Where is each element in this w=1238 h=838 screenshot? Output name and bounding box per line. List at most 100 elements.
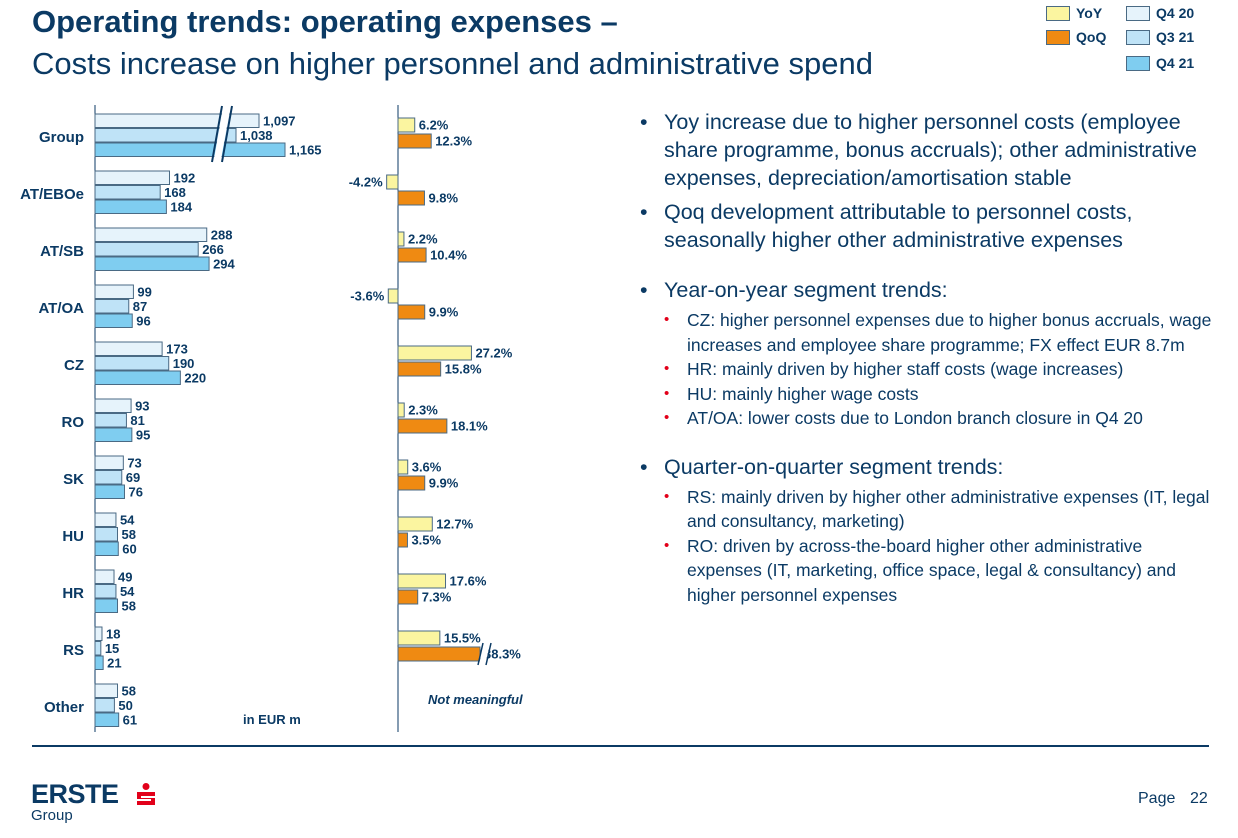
bar-q3-21-hu bbox=[94, 527, 119, 542]
legend-label-q4-21: Q4 21 bbox=[1156, 55, 1195, 71]
bullet-item: Quarter-on-quarter segment trends: bbox=[640, 453, 1220, 481]
category-label-at-eboe: AT/EBOe bbox=[20, 186, 84, 203]
category-label-hu: HU bbox=[62, 528, 84, 545]
value-label-q3-21-group: 1,038 bbox=[240, 128, 273, 143]
logo-subtext: Group bbox=[31, 807, 73, 824]
change-label-yoy-cz: 27.2% bbox=[475, 346, 512, 361]
bar-q4-21-at-oa bbox=[94, 313, 133, 328]
bar-q4-20-other bbox=[94, 683, 119, 698]
legend-yoy: YoY bbox=[1046, 4, 1102, 22]
value-label-q3-21-at-oa: 87 bbox=[133, 299, 147, 314]
bar-q3-21-group bbox=[94, 128, 237, 143]
change-bar-yoy-at-sb bbox=[397, 231, 405, 247]
change-bar-qoq-cz bbox=[397, 361, 442, 377]
change-label-yoy-at-oa: -3.6% bbox=[350, 289, 384, 304]
bullet-item: Yoy increase due to higher personnel cos… bbox=[640, 108, 1220, 192]
change-bar-qoq-group bbox=[397, 133, 432, 149]
erste-logo: ERSTE Group bbox=[31, 780, 155, 824]
value-label-q4-20-hr: 49 bbox=[118, 570, 132, 585]
change-label-qoq-group: 12.3% bbox=[435, 134, 472, 149]
value-label-q4-21-hr: 58 bbox=[122, 599, 136, 614]
legend-swatch-q3-21 bbox=[1126, 29, 1150, 45]
change-bar-qoq-sk bbox=[397, 475, 426, 491]
change-label-yoy-ro: 2.3% bbox=[408, 403, 438, 418]
change-label-yoy-hu: 12.7% bbox=[436, 517, 473, 532]
axis-break-group bbox=[211, 105, 233, 163]
value-label-q4-21-cz: 220 bbox=[184, 371, 206, 386]
bar-q4-21-rs bbox=[94, 655, 104, 670]
legend-label-qoq: QoQ bbox=[1076, 29, 1107, 45]
bar-q3-21-rs bbox=[94, 641, 102, 656]
unit-note: in EUR m bbox=[243, 712, 301, 727]
value-label-q4-20-at-oa: 99 bbox=[137, 285, 151, 300]
value-label-q4-20-hu: 54 bbox=[120, 513, 135, 528]
category-label-rs: RS bbox=[63, 642, 84, 659]
legend-swatch-q4-21 bbox=[1126, 55, 1150, 71]
legend-q4-21: Q4 21 bbox=[1126, 54, 1194, 72]
change-bar-qoq-ro bbox=[397, 418, 448, 434]
bar-q4-21-at-eboe bbox=[94, 199, 167, 214]
bar-q4-21-sk bbox=[94, 484, 125, 499]
value-label-q4-21-sk: 76 bbox=[128, 485, 142, 500]
category-label-hr: HR bbox=[62, 585, 84, 602]
change-label-qoq-sk: 9.9% bbox=[429, 476, 459, 491]
change-bar-yoy-at-eboe bbox=[386, 174, 399, 190]
bar-q4-21-other bbox=[94, 712, 120, 727]
value-label-q3-21-hu: 58 bbox=[122, 527, 136, 542]
value-label-q3-21-sk: 69 bbox=[126, 470, 140, 485]
value-label-q4-21-rs: 21 bbox=[107, 656, 121, 671]
sub-bullet-item: CZ: higher personnel expenses due to hig… bbox=[640, 308, 1220, 357]
bar-q4-20-hu bbox=[94, 512, 117, 527]
bullet-list: Yoy increase due to higher personnel cos… bbox=[640, 108, 1220, 607]
category-label-sk: SK bbox=[63, 471, 84, 488]
bar-q4-20-cz bbox=[94, 341, 163, 356]
bar-q4-21-group bbox=[94, 142, 286, 157]
category-label-at-oa: AT/OA bbox=[38, 300, 84, 317]
sub-bullet-item: RS: mainly driven by higher other admini… bbox=[640, 485, 1220, 534]
axis-break-rs bbox=[477, 642, 492, 666]
page-label: Page bbox=[1138, 790, 1176, 807]
change-bar-qoq-hu bbox=[397, 532, 408, 548]
legend-label-q4-20: Q4 20 bbox=[1156, 5, 1195, 21]
bar-q3-21-other bbox=[94, 698, 115, 713]
bar-q4-21-cz bbox=[94, 370, 181, 385]
change-label-yoy-rs: 15.5% bbox=[444, 631, 481, 646]
legend-q3-21: Q3 21 bbox=[1126, 28, 1194, 46]
legend-swatch-q4-20 bbox=[1126, 5, 1150, 21]
bar-q3-21-at-oa bbox=[94, 299, 130, 314]
change-bar-yoy-hr bbox=[397, 573, 447, 589]
change-bar-qoq-at-eboe bbox=[397, 190, 425, 206]
page-number: 22 bbox=[1190, 790, 1208, 807]
value-label-q4-20-at-sb: 288 bbox=[211, 228, 233, 243]
sparkasse-s-icon bbox=[137, 783, 155, 805]
value-label-q3-21-rs: 15 bbox=[105, 641, 119, 656]
category-label-other: Other bbox=[44, 699, 84, 716]
change-label-qoq-at-eboe: 9.8% bbox=[428, 191, 458, 206]
value-label-q3-21-hr: 54 bbox=[120, 584, 135, 599]
value-label-q3-21-ro: 81 bbox=[130, 413, 144, 428]
sub-bullet-item: HU: mainly higher wage costs bbox=[640, 382, 1220, 407]
value-label-q3-21-at-eboe: 168 bbox=[164, 185, 186, 200]
legend-qoq: QoQ bbox=[1046, 28, 1106, 46]
change-bar-yoy-cz bbox=[397, 345, 472, 361]
bar-q4-20-sk bbox=[94, 455, 124, 470]
footer-divider bbox=[32, 745, 1209, 747]
bar-q4-20-at-eboe bbox=[94, 170, 170, 185]
change-label-qoq-rs: 38.3% bbox=[484, 647, 521, 662]
bullet-item: Qoq development attributable to personne… bbox=[640, 198, 1220, 254]
legend-q4-20: Q4 20 bbox=[1126, 4, 1194, 22]
bar-q4-20-ro bbox=[94, 398, 132, 413]
bar-q3-21-ro bbox=[94, 413, 127, 428]
bar-q4-21-hu bbox=[94, 541, 119, 556]
change-bar-yoy-sk bbox=[397, 459, 409, 475]
value-label-q3-21-cz: 190 bbox=[173, 356, 195, 371]
bar-q3-21-at-sb bbox=[94, 242, 199, 257]
change-label-qoq-at-oa: 9.9% bbox=[429, 305, 459, 320]
value-label-q4-20-ro: 93 bbox=[135, 399, 149, 414]
value-label-q4-21-other: 61 bbox=[123, 713, 137, 728]
change-label-yoy-at-eboe: -4.2% bbox=[349, 175, 383, 190]
change-label-qoq-cz: 15.8% bbox=[445, 362, 482, 377]
value-label-q4-21-ro: 95 bbox=[136, 428, 150, 443]
bar-q3-21-cz bbox=[94, 356, 170, 371]
change-bar-yoy-rs bbox=[397, 630, 441, 646]
